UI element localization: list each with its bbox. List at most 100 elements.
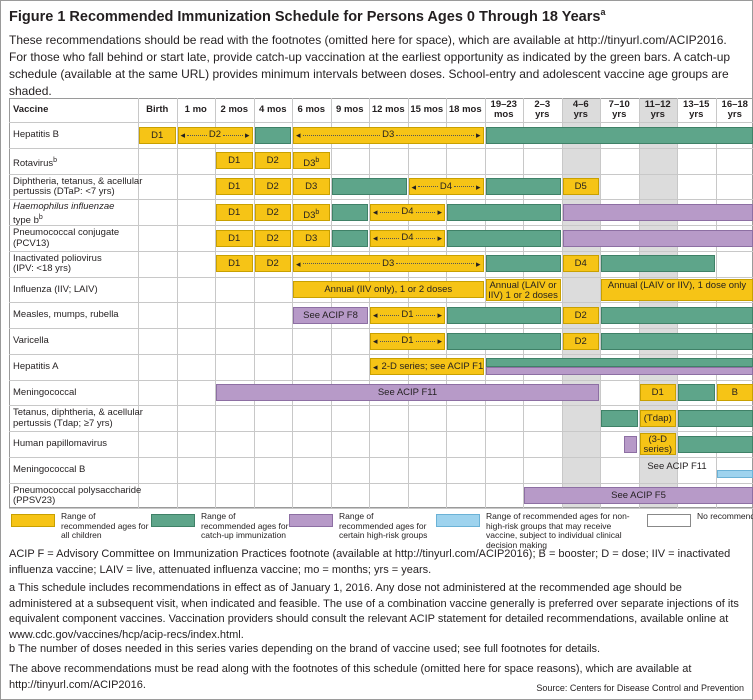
schedule-bar-green (254, 126, 291, 144)
vaccine-name: Inactivated poliovirus (IPV: <18 yrs) (13, 252, 102, 275)
column-header: 11–12 yrs (644, 99, 671, 120)
schedule-bar-yellow: D2 (254, 229, 291, 247)
vaccine-name: Pneumococcal polysaccharide (PPSV23) (13, 484, 142, 506)
schedule-bar-yellow: D2 (254, 255, 291, 273)
legend-swatch (647, 514, 691, 527)
column-header: 18 mos (448, 104, 482, 115)
schedule-bar-green (485, 126, 753, 144)
column-header: 15 mos (410, 104, 444, 115)
row-divider (9, 431, 753, 432)
row-divider (9, 405, 753, 407)
schedule-bar-green (601, 409, 638, 427)
schedule-bar-purple (562, 229, 753, 247)
row-divider (9, 122, 753, 123)
schedule-bar-purple (562, 203, 753, 221)
schedule-bar-yellow: D4 (562, 255, 599, 273)
schedule-bar-green (447, 229, 561, 247)
row-divider (9, 508, 753, 510)
legend-text: No recommendation (697, 511, 753, 521)
abbreviations-note: ACIP F = Advisory Committee on Immunizat… (9, 548, 731, 576)
vaccine-name: Hepatitis B (13, 129, 59, 140)
vaccine-name: Meningococcal B (13, 463, 86, 475)
legend-text: Range of recommended ages for catch-up i… (201, 511, 289, 540)
schedule-bar-green (485, 357, 753, 367)
schedule-bar-yellow: D5 (562, 178, 599, 195)
vaccine-name: Hepatitis A (13, 360, 59, 372)
vaccine-name: Rotavirusb (13, 156, 58, 169)
column-header: 6 mos (297, 104, 325, 115)
column-header: Birth (146, 104, 169, 115)
schedule-bar-yellow: ◂ D4 ▸ (408, 178, 484, 195)
schedule-bar-green (331, 203, 368, 221)
vaccine-name: Varicella (13, 335, 49, 346)
column-header: 4 mos (259, 104, 287, 115)
closing-note: The above recommendations must be read a… (9, 663, 692, 691)
schedule-bar-yellow: Annual (LAIV or IIV), 1 dose only (601, 278, 753, 301)
source-credit: Source: Centers for Disease Control and … (536, 683, 744, 693)
schedule-bar-green (678, 435, 753, 453)
schedule-bar-green (331, 178, 407, 195)
row-divider (9, 276, 753, 278)
schedule-bar-green (447, 203, 561, 221)
row-divider (9, 147, 753, 149)
schedule-bar-purple: See ACIP F11 (647, 460, 707, 472)
column-header: 2–3 yrs (534, 99, 551, 120)
schedule-bar-green (331, 229, 368, 247)
column-header: 1 mo (184, 104, 207, 115)
legend-text: Range of recommended ages for all childr… (61, 511, 149, 540)
schedule-bar-yellow: D3 (293, 178, 330, 195)
schedule-bar-yellow: ◂ D3 ▸ (293, 126, 484, 144)
schedule-bar-yellow: Annual (IIV only), 1 or 2 doses (293, 281, 484, 298)
schedule-bar-yellow: ◂2-D series; see ACIP F10▸ (370, 358, 484, 376)
schedule-bar-blue (716, 469, 753, 478)
row-divider (9, 225, 753, 226)
schedule-bar-purple (485, 366, 753, 375)
schedule-bar-green (485, 178, 561, 195)
schedule-bar-purple: See ACIP F11 (216, 384, 599, 401)
legend-swatch (151, 514, 195, 527)
schedule-bar-green (601, 332, 753, 350)
schedule-bar-yellow: (3-D series) (639, 433, 676, 455)
schedule-bar-yellow: D2 (254, 152, 291, 170)
legend: Range of recommended ages for all childr… (11, 511, 753, 549)
schedule-bar-yellow: ◂ D4 ▸ (370, 229, 445, 247)
column-header: 9 mos (336, 104, 364, 115)
schedule-bar-yellow: D2 (254, 178, 291, 195)
schedule-bar-green (447, 306, 561, 324)
column-header: 4–6 yrs (572, 99, 589, 120)
schedule-bar-yellow: ◂ D3 ▸ (293, 255, 484, 273)
vaccine-name: Tetanus, diphtheria, & acellular pertussi… (13, 407, 143, 429)
column-header: 7–10 yrs (608, 99, 630, 120)
schedule-bar-yellow: D2 (254, 203, 291, 221)
schedule-bar-green (601, 306, 753, 324)
schedule-bar-yellow: (Tdap) (639, 409, 676, 427)
vaccine-name: Human papillomavirus (13, 438, 107, 449)
schedule-bar-yellow: B (716, 384, 753, 401)
schedule-bar-yellow: D1 (216, 152, 253, 170)
row-divider (9, 482, 753, 484)
schedule-bar-green (447, 332, 561, 350)
schedule-bar-purple: See ACIP F8 (293, 306, 368, 324)
schedule-bar-green (678, 384, 715, 401)
schedule-bar-yellow: D1 (139, 126, 176, 144)
schedule-bar-yellow: D1 (216, 229, 253, 247)
legend-text: Range of recommended ages for certain hi… (339, 511, 428, 540)
schedule-bar-yellow: ◂ D1 ▸ (370, 332, 445, 350)
schedule-bar-yellow: D3 (293, 229, 330, 247)
column-header: 19–23 mos (490, 99, 517, 120)
schedule-bar-yellow: D2 (562, 306, 599, 324)
schedule-bar-yellow: Annual (LAIV or IIV) 1 or 2 doses (485, 278, 561, 301)
vaccine-name: Diphtheria, tetanus, & acellular pertussi… (13, 175, 143, 197)
row-divider (9, 328, 753, 329)
column-header: 13–15 yrs (683, 99, 710, 120)
schedule-bar-green (485, 255, 561, 273)
vaccine-name: Influenza (IIV; LAIV) (13, 283, 98, 295)
schedule-bar-yellow: D1 (216, 255, 253, 273)
legend-swatch (289, 514, 333, 527)
schedule-table: Vaccine Birth 1 mo 2 mos 4 mos 6 mos 9 mos 12 m… (9, 98, 753, 510)
schedule-bar-yellow: D3b (293, 152, 330, 170)
row-divider (9, 173, 753, 175)
footnote-a: a This schedule includes recommendations… (9, 582, 739, 641)
row-divider (9, 379, 753, 381)
